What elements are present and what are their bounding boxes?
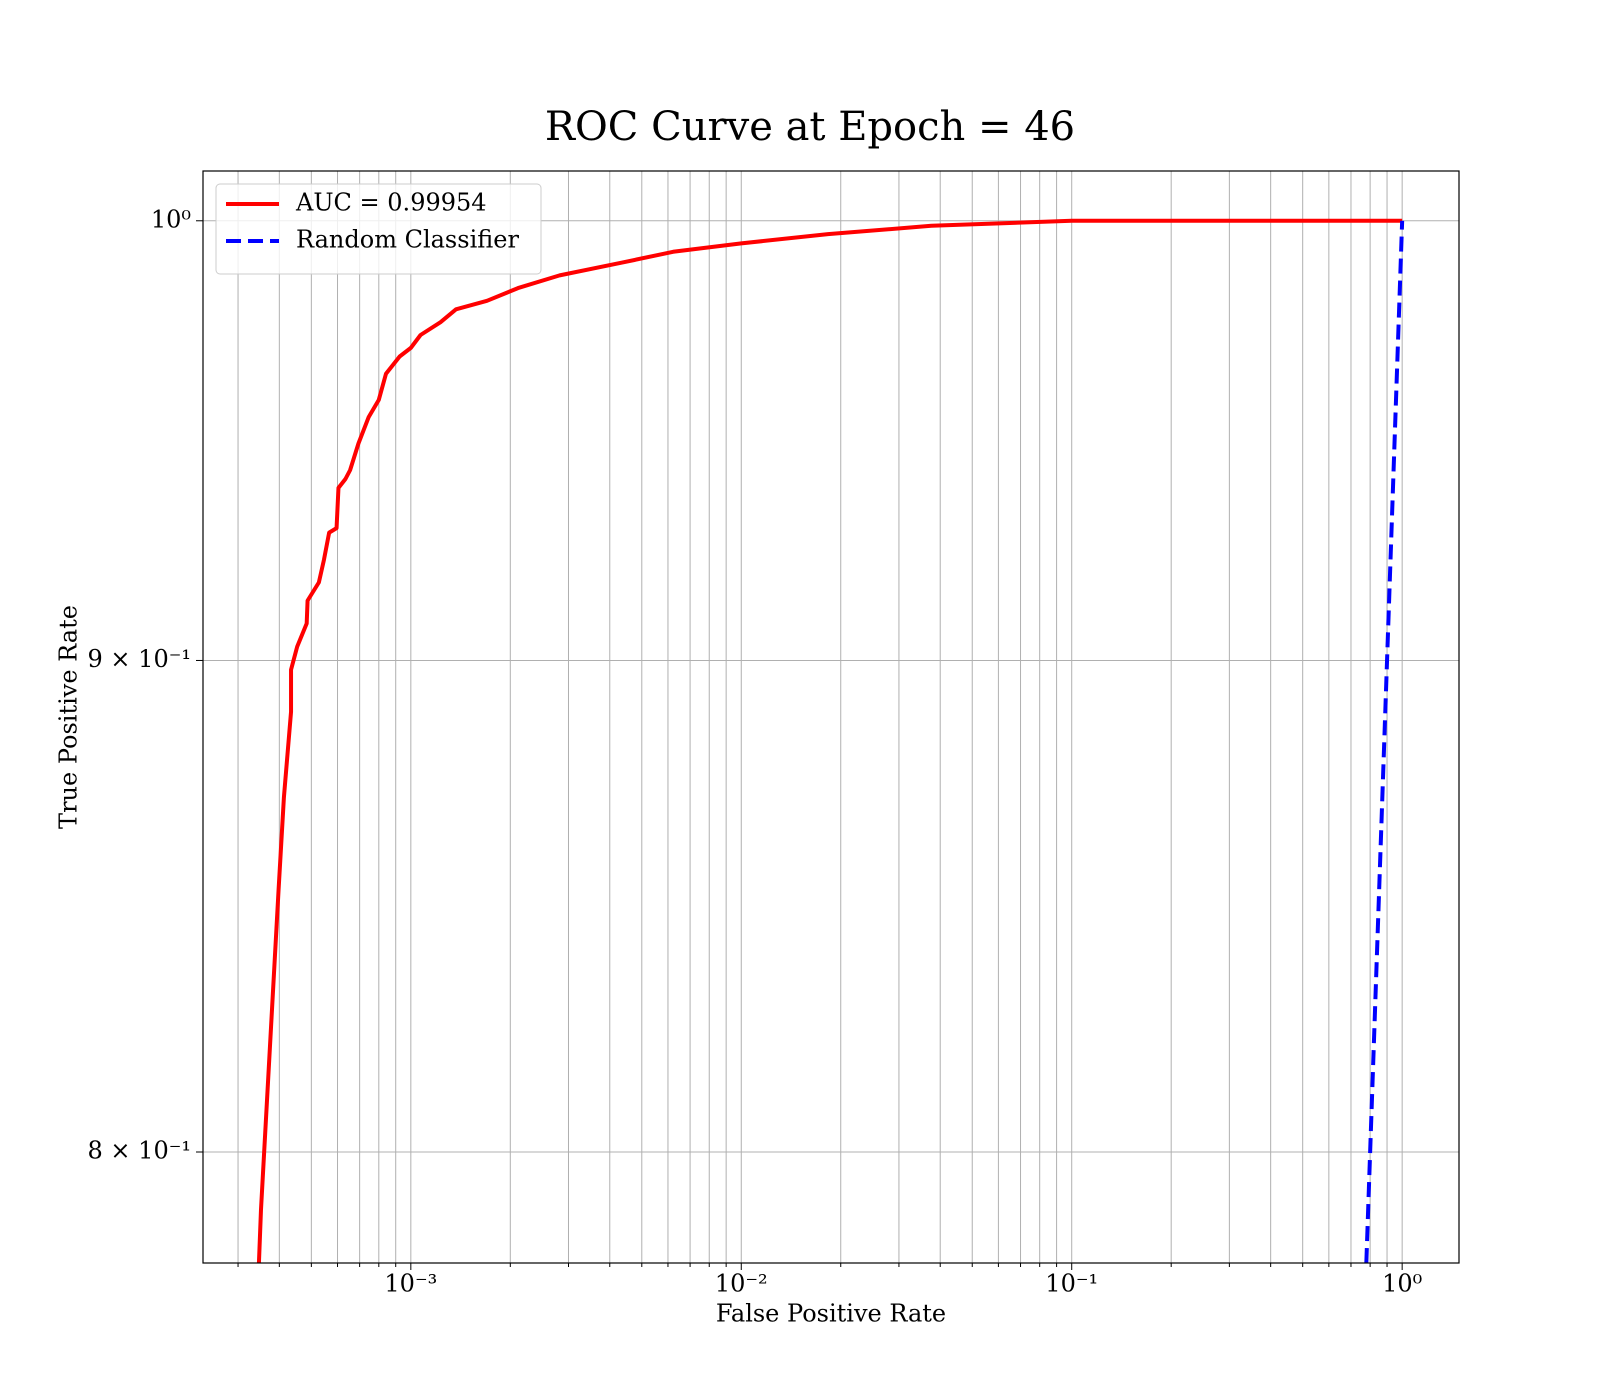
roc-line <box>256 218 1403 1263</box>
x-tick-label: 10⁰ <box>1382 1270 1422 1298</box>
y-tick-label: 8 × 10⁻¹ <box>88 1136 191 1164</box>
axes-frame <box>202 170 1460 1264</box>
x-tick-label: 10⁻¹ <box>1045 1270 1098 1298</box>
chart-title: ROC Curve at Epoch = 46 <box>545 104 1075 150</box>
legend: AUC = 0.99954 Random Classifier <box>215 183 542 275</box>
legend-label: Random Classifier <box>296 226 519 254</box>
y-tick-label: 9 × 10⁻¹ <box>88 645 191 673</box>
plot-area <box>256 218 1405 1263</box>
roc-line <box>1364 220 1405 1263</box>
y-axis-label: True Positive Rate <box>55 605 83 829</box>
y-tick-label: 10⁰ <box>151 205 191 233</box>
legend-box <box>215 183 542 275</box>
grid <box>196 171 1459 1270</box>
legend-label: AUC = 0.99954 <box>295 189 487 217</box>
x-tick-label: 10⁻² <box>715 1270 768 1298</box>
x-tick-label: 10⁻³ <box>384 1270 437 1298</box>
x-axis-label: False Positive Rate <box>716 1300 946 1328</box>
